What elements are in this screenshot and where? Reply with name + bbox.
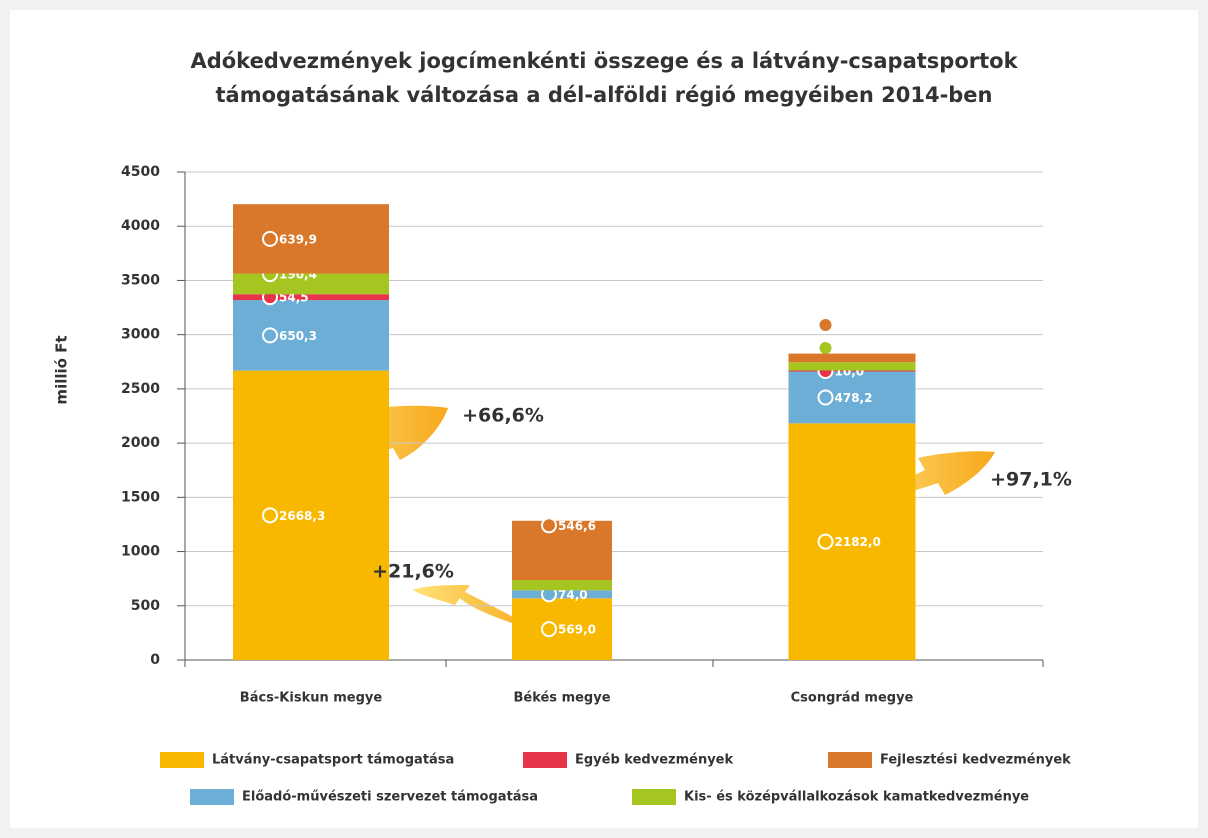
label-marker xyxy=(542,518,556,532)
label-marker xyxy=(819,390,833,404)
legend-label: Látvány-csapatsport támogatása xyxy=(212,753,454,768)
annotation: +97,1% xyxy=(990,469,1072,491)
value-label: 569,0 xyxy=(558,623,596,637)
legend-swatch xyxy=(160,752,204,768)
y-tick-label: 4500 xyxy=(121,164,160,180)
x-tick-label: Bács-Kiskun megye xyxy=(240,691,383,706)
chart-title: Adókedvezmények jogcímenkénti összege és… xyxy=(190,49,1018,73)
value-label: 2668,3 xyxy=(279,509,325,523)
value-label: 2182,0 xyxy=(835,535,881,549)
y-tick-label: 3500 xyxy=(121,272,160,288)
label-marker xyxy=(263,508,277,522)
chart-subtitle: támogatásának változása a dél-alföldi ré… xyxy=(215,83,992,107)
legend-label: Fejlesztési kedvezmények xyxy=(880,753,1071,768)
value-label: 650,3 xyxy=(279,329,317,343)
legend-swatch xyxy=(190,789,234,805)
y-axis-label: millió Ft xyxy=(53,335,71,404)
bar-segment xyxy=(789,362,916,370)
legend-swatch xyxy=(828,752,872,768)
annotation: +21,6% xyxy=(372,561,454,583)
x-tick-label: Békés megye xyxy=(513,691,610,706)
label-marker xyxy=(263,328,277,342)
value-label: 80,3 xyxy=(835,318,865,332)
value-label: 546,6 xyxy=(558,519,596,533)
bar-segment xyxy=(233,294,389,300)
label-marker xyxy=(819,535,833,549)
y-tick-label: 500 xyxy=(131,598,160,614)
label-marker xyxy=(542,622,556,636)
legend-label: Egyéb kedvezmények xyxy=(575,753,733,768)
legend-swatch xyxy=(523,752,567,768)
label-marker xyxy=(819,318,833,332)
y-tick-label: 4000 xyxy=(121,218,160,234)
bar-segment xyxy=(789,354,916,363)
value-label: 639,9 xyxy=(279,232,317,246)
y-tick-label: 3000 xyxy=(121,327,160,343)
y-tick-label: 1000 xyxy=(121,544,160,560)
legend-swatch xyxy=(632,789,676,805)
y-tick-label: 2500 xyxy=(121,381,160,397)
value-label: 478,2 xyxy=(835,391,873,405)
label-marker xyxy=(263,232,277,246)
legend-label: Kis- és középvállalkozások kamatkedvezmé… xyxy=(684,790,1029,805)
annotation: +66,6% xyxy=(462,405,544,427)
bar-segment xyxy=(512,580,612,590)
label-marker xyxy=(819,341,833,355)
y-tick-label: 2000 xyxy=(121,435,160,451)
y-tick-label: 0 xyxy=(150,652,160,668)
x-tick-label: Csongrád megye xyxy=(791,691,914,706)
legend-label: Előadó-művészeti szervezet támogatása xyxy=(242,790,538,805)
chart: Adókedvezmények jogcímenkénti összege és… xyxy=(0,0,1208,838)
y-tick-label: 1500 xyxy=(121,489,160,505)
value-label: 75,0 xyxy=(835,341,865,355)
